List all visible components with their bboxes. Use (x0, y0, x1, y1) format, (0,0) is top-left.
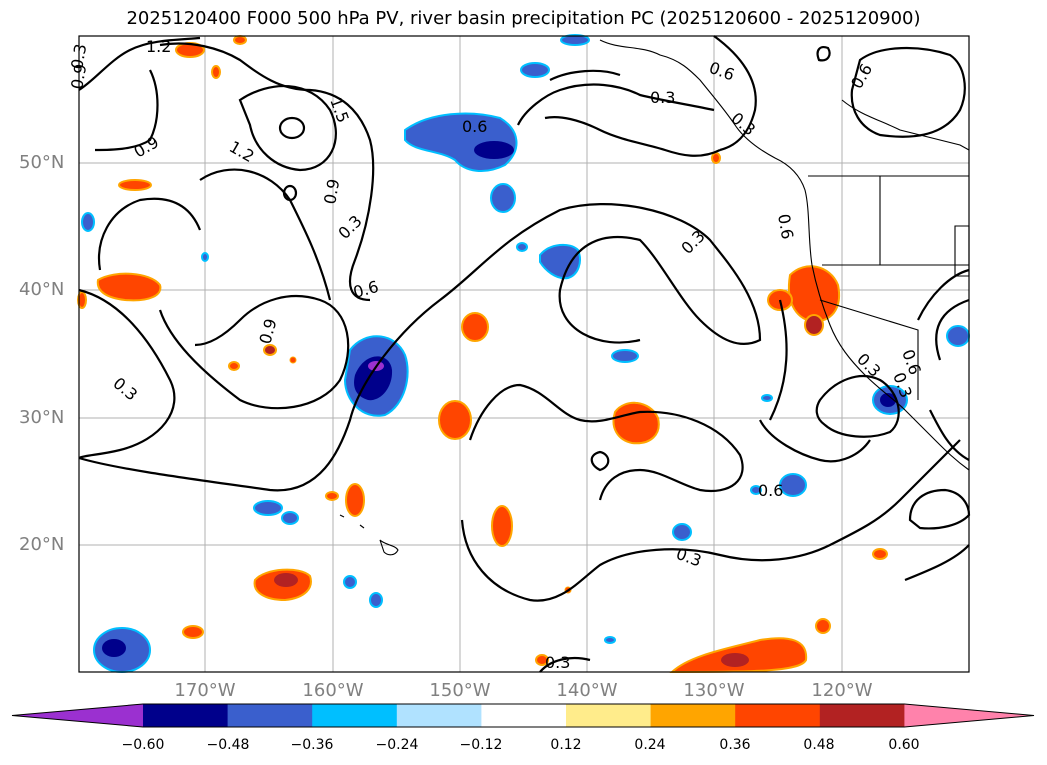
colorbar-segment (735, 704, 821, 727)
colorbar-tick: 0.36 (719, 737, 751, 753)
colorbar-tick: −0.36 (290, 737, 334, 753)
lon-label-120w: 120°W (811, 680, 873, 701)
colorbar-tick: −0.48 (206, 737, 250, 753)
colorbar-tick: −0.60 (121, 737, 165, 753)
contour-label: 1.2 (146, 37, 171, 56)
lat-label-20n: 20°N (19, 534, 65, 555)
lon-label-170w: 170°W (174, 680, 236, 701)
pv-contours (78, 35, 971, 673)
contour-label: 0.9 (320, 177, 343, 205)
contour-label: 0.6 (462, 117, 487, 136)
colorbar-segment (650, 704, 736, 727)
colorbar-tick: 0.24 (634, 737, 666, 753)
colorbar-tick: 0.12 (550, 737, 582, 753)
colorbar-outline (11, 703, 1035, 728)
contour-label: 0.3 (545, 653, 570, 672)
colorbar-segment (481, 704, 567, 727)
colorbar-segment (143, 704, 229, 727)
lon-label-140w: 140°W (556, 680, 618, 701)
precip-shading (77, 34, 970, 674)
colorbar-segment (312, 704, 398, 727)
lon-label-150w: 150°W (429, 680, 491, 701)
negative-anomalies (81, 34, 970, 673)
colorbar-tick: −0.12 (459, 737, 503, 753)
colorbar-segment (819, 704, 905, 727)
coastlines (339, 39, 970, 556)
lat-label-40n: 40°N (19, 279, 65, 300)
colorbar-tick: 0.48 (803, 737, 835, 753)
colorbar-segment (396, 704, 482, 727)
contour-label: 0.3 (650, 88, 675, 107)
colorbar-extend-high (904, 704, 1034, 727)
lat-label-50n: 50°N (19, 152, 65, 173)
graticule (79, 36, 969, 672)
lon-label-130w: 130°W (683, 680, 745, 701)
map-area: 1.2 0.9 0.3 1.5 1.2 0.9 0.6 0.3 0.6 0.9 … (67, 34, 971, 674)
colorbar-extend-low (12, 704, 143, 727)
colorbar-segment (227, 704, 313, 727)
map-border (78, 35, 970, 673)
colorbar-segment (566, 704, 652, 727)
colorbar (11, 703, 1035, 728)
contour-label: 0.6 (758, 481, 783, 500)
colorbar-tick: 0.60 (888, 737, 920, 753)
lat-label-30n: 30°N (19, 407, 65, 428)
lon-label-160w: 160°W (302, 680, 364, 701)
colorbar-tick: −0.24 (375, 737, 419, 753)
contour-label: 0.6 (774, 212, 797, 240)
map-title: 2025120400 F000 500 hPa PV, river basin … (126, 8, 921, 29)
positive-anomalies (77, 35, 888, 674)
